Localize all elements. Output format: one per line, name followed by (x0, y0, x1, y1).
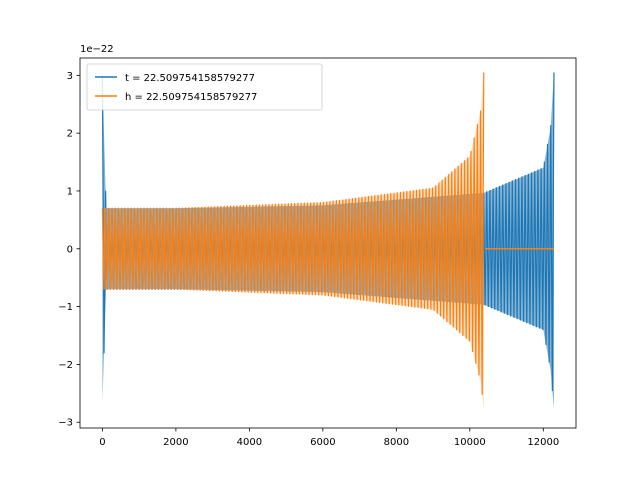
legend-label: h = 22.509754158579277 (125, 92, 257, 103)
legend-box (86, 63, 323, 111)
x-tick-label: 0 (99, 437, 105, 448)
x-tick-label: 6000 (310, 437, 335, 448)
y-tick-label: 0 (67, 244, 73, 255)
y-offset-label: 1e−22 (80, 44, 114, 55)
series-envelope-1 (102, 72, 554, 410)
y-tick-label: 1 (67, 186, 73, 197)
axes-frame (79, 57, 577, 429)
legend: t = 22.509754158579277 h = 22.50975415857… (86, 63, 323, 111)
y-tick-label: 3 (67, 71, 73, 82)
y-tick-label: −1 (58, 302, 73, 313)
series-line-2 (101, 72, 485, 395)
x-tick-label: 4000 (237, 437, 262, 448)
y-axis: −3 −2 −1 0 1 2 3 (58, 71, 80, 429)
x-tick-label: 10000 (454, 437, 486, 448)
x-tick-label: 12000 (527, 437, 559, 448)
series-envelope-2 (102, 72, 484, 410)
axes-border (79, 57, 577, 429)
plot-area (101, 72, 555, 410)
y-tick-label: −2 (58, 360, 73, 371)
y-tick-label: −3 (58, 418, 73, 429)
x-tick-label: 8000 (384, 437, 409, 448)
y-tick-label: 2 (67, 129, 73, 140)
x-axis: 0 2000 4000 6000 8000 10000 12000 (99, 428, 559, 448)
x-tick-label: 2000 (163, 437, 188, 448)
legend-label: t = 22.509754158579277 (125, 73, 255, 84)
